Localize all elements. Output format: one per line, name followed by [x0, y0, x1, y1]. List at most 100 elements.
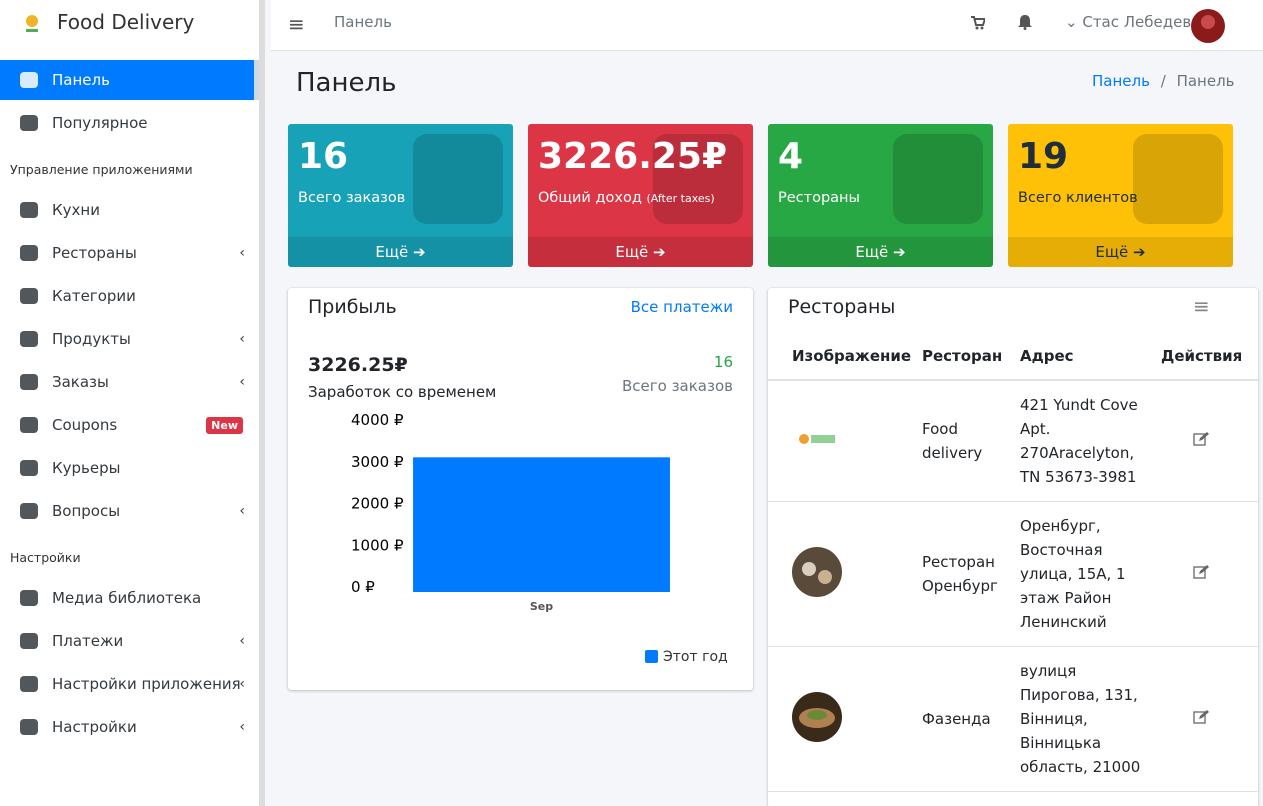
- restaurant-name: Ресторан Оренбург: [922, 552, 998, 595]
- brand-logo: [26, 15, 38, 32]
- submenu-arrow: ‹: [239, 503, 245, 519]
- nav-label[interactable]: Панель: [52, 71, 110, 89]
- bell-icon[interactable]: [1018, 15, 1032, 30]
- nav-item[interactable]: Coupons New: [0, 405, 259, 445]
- nav-item[interactable]: Заказы ‹: [0, 362, 259, 402]
- chart: 0 ₽ 1000 ₽ 2000 ₽ 3000 ₽ 4000 ₽ Sep Этот год: [351, 411, 728, 665]
- stat-label: Всего заказов: [298, 190, 405, 206]
- nav-item[interactable]: Продукты ‹: [0, 319, 259, 359]
- stat-more[interactable]: Ещё ➔: [288, 237, 513, 267]
- more-label[interactable]: Ещё: [375, 243, 409, 261]
- nav-icon: [20, 590, 38, 606]
- actions-cell: [1161, 380, 1258, 501]
- nav-label[interactable]: Заказы: [52, 373, 109, 391]
- stat-label: Рестораны: [778, 190, 860, 206]
- restaurant-address: Оренбург, Восточная улица, 15А, 1 этаж Р…: [1020, 516, 1126, 631]
- nav-item[interactable]: Платежи ‹: [0, 621, 259, 661]
- stat-note: (After taxes): [646, 192, 715, 205]
- nav-item[interactable]: Курьеры: [0, 448, 259, 488]
- submenu-arrow: ‹: [239, 633, 245, 649]
- breadcrumb-link[interactable]: Панель: [1092, 72, 1150, 90]
- nav-heading: Настройки: [10, 550, 81, 565]
- cart-icon[interactable]: [971, 16, 985, 30]
- nav-item[interactable]: Категории: [0, 276, 259, 316]
- y-tick-label: 0 ₽: [351, 578, 375, 596]
- nav-item[interactable]: Популярное: [0, 103, 259, 143]
- nav-item[interactable]: Панель: [0, 60, 259, 100]
- submenu-arrow: ‹: [239, 331, 245, 347]
- column-header: Ресторан: [922, 346, 1003, 365]
- nav-item[interactable]: Настройки ‹: [0, 707, 259, 747]
- nav-label[interactable]: Рестораны: [52, 244, 137, 262]
- y-tick-label: 3000 ₽: [351, 453, 404, 471]
- nav-item[interactable]: Медиа библиотека: [0, 578, 259, 618]
- nav-label[interactable]: Coupons: [52, 416, 118, 434]
- card-link[interactable]: Все платежи: [630, 298, 733, 316]
- nav-label[interactable]: Медиа библиотека: [52, 589, 202, 607]
- restaurant-name: Фазенда: [922, 709, 991, 728]
- image-cell: [768, 380, 922, 501]
- image-cell: [768, 646, 922, 791]
- restaurant-name: Food delivery: [922, 419, 983, 462]
- brand-name[interactable]: Food Delivery: [57, 10, 195, 34]
- nav-item[interactable]: Рестораны ‹: [0, 233, 259, 273]
- nav-item[interactable]: Вопросы ‹: [0, 491, 259, 531]
- stat-icon: [653, 134, 743, 224]
- nav-item[interactable]: Кухни: [0, 190, 259, 230]
- nav-icon: [20, 374, 38, 390]
- nav-icon: [20, 245, 38, 261]
- stat-more[interactable]: Ещё ➔: [1008, 237, 1233, 267]
- nav-icon: [20, 72, 38, 88]
- table-row: Фазенда вулиця Пирогова, 131, Вінниця, Ві…: [768, 646, 1258, 791]
- nav-icon: [20, 460, 38, 476]
- submenu-arrow: ‹: [239, 374, 245, 390]
- image-cell: [768, 501, 922, 646]
- card-menu[interactable]: ≡: [1193, 294, 1210, 318]
- edit-button[interactable]: [1193, 431, 1209, 447]
- nav-label[interactable]: Кухни: [52, 201, 100, 219]
- edit-button[interactable]: [1193, 564, 1209, 580]
- y-tick-label: 4000 ₽: [351, 411, 404, 429]
- nav-label[interactable]: Категории: [52, 287, 136, 305]
- user-name[interactable]: Стас Лебедев: [1082, 13, 1192, 31]
- card-title: Прибыль: [308, 296, 397, 318]
- topbar-title[interactable]: Панель: [334, 13, 392, 31]
- stat-label-text: Рестораны: [778, 190, 860, 206]
- nav-label[interactable]: Популярное: [52, 114, 148, 132]
- actions-cell: [1161, 501, 1258, 646]
- nav-label[interactable]: Продукты: [52, 330, 131, 348]
- sidebar: Food Delivery Панель Популярное Управление…: [0, 0, 265, 806]
- restaurant-image: [797, 431, 837, 446]
- stat-more[interactable]: Ещё ➔: [768, 237, 993, 267]
- stat-icon: [893, 134, 983, 224]
- nav-heading: Управление приложениями: [10, 162, 193, 177]
- user-menu[interactable]: ⌄ Стас Лебедев: [1065, 13, 1192, 31]
- nav-item[interactable]: Настройки приложения ‹: [0, 664, 259, 704]
- orders: 16: [713, 353, 733, 371]
- more-label[interactable]: Ещё: [855, 243, 889, 261]
- stat-more[interactable]: Ещё ➔: [528, 237, 753, 267]
- avatar[interactable]: [1190, 8, 1226, 44]
- nav-icon: [20, 676, 38, 692]
- nav-label[interactable]: Вопросы: [52, 502, 121, 520]
- column-header: Изображение: [792, 346, 912, 365]
- column-header: Адрес: [1020, 346, 1074, 365]
- y-tick-label: 2000 ₽: [351, 495, 404, 513]
- y-tick-label: 1000 ₽: [351, 536, 404, 554]
- nav-label[interactable]: Курьеры: [52, 459, 121, 477]
- stat-label-text: Всего клиентов: [1018, 190, 1138, 206]
- nav-label[interactable]: Настройки приложения: [52, 675, 241, 693]
- nav-label[interactable]: Платежи: [52, 632, 124, 650]
- stat-label-text: Общий доход: [538, 190, 642, 206]
- menu-toggle[interactable]: ≡: [288, 12, 305, 36]
- profit-card: Прибыль Все платежи 3226.25₽ Заработок с…: [288, 288, 753, 690]
- bar: [413, 457, 670, 592]
- edit-button[interactable]: [1193, 709, 1209, 725]
- legend-swatch: [645, 650, 658, 663]
- nav-label[interactable]: Настройки: [52, 718, 137, 736]
- more-label[interactable]: Ещё: [615, 243, 649, 261]
- submenu-arrow: ‹: [239, 676, 245, 692]
- more-label[interactable]: Ещё: [1095, 243, 1129, 261]
